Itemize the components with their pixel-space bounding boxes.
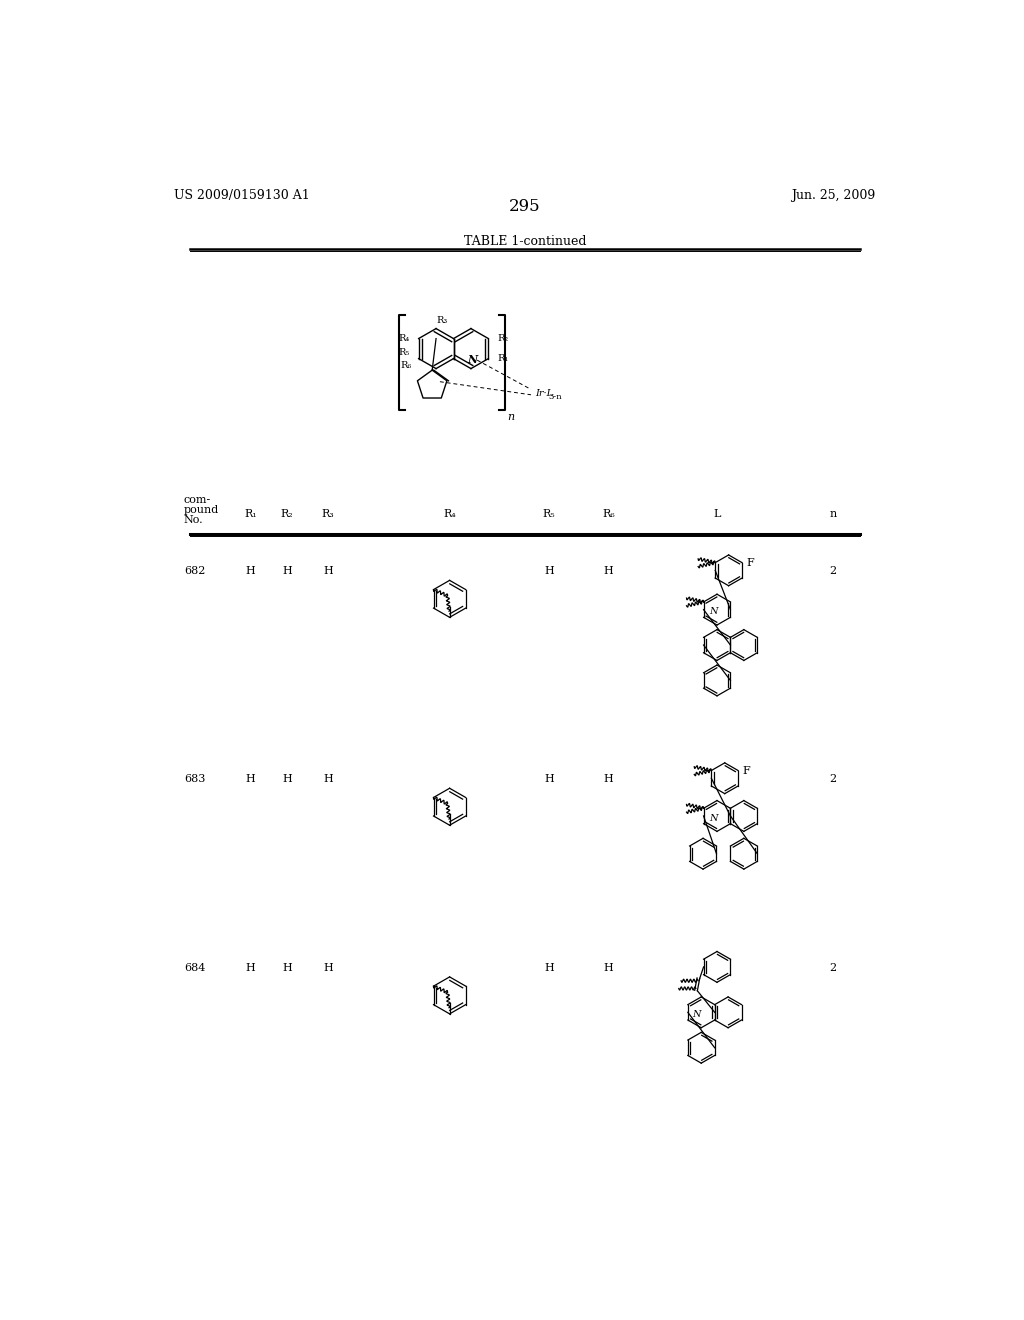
Text: H: H <box>324 566 333 577</box>
Text: n: n <box>507 412 514 421</box>
Text: 682: 682 <box>183 566 205 577</box>
Text: N: N <box>709 607 718 616</box>
Text: R₆: R₆ <box>400 362 412 370</box>
Text: N: N <box>709 814 718 822</box>
Text: R₂: R₂ <box>281 508 293 519</box>
Text: com-: com- <box>183 495 211 504</box>
Text: N: N <box>467 354 477 366</box>
Text: H: H <box>544 566 554 577</box>
Text: R₂: R₂ <box>498 334 509 343</box>
Text: 2: 2 <box>829 775 837 784</box>
Text: TABLE 1-continued: TABLE 1-continued <box>464 235 586 248</box>
Text: US 2009/0159130 A1: US 2009/0159130 A1 <box>174 189 310 202</box>
Text: H: H <box>324 775 333 784</box>
Text: F: F <box>746 557 755 568</box>
Text: H: H <box>282 566 292 577</box>
Text: H: H <box>246 775 255 784</box>
Text: R₁: R₁ <box>498 354 509 363</box>
Text: 683: 683 <box>183 775 205 784</box>
Text: pound: pound <box>183 506 219 515</box>
Text: 684: 684 <box>183 964 205 973</box>
Text: R₅: R₅ <box>398 348 410 358</box>
Text: Ir·L: Ir·L <box>535 389 553 397</box>
Text: H: H <box>282 964 292 973</box>
Text: H: H <box>603 775 613 784</box>
Text: F: F <box>742 766 751 776</box>
Text: H: H <box>544 964 554 973</box>
Text: n: n <box>829 508 837 519</box>
Text: H: H <box>544 775 554 784</box>
Text: L: L <box>714 508 721 519</box>
Text: R₄: R₄ <box>398 334 410 343</box>
Text: H: H <box>246 964 255 973</box>
Text: H: H <box>246 566 255 577</box>
Text: R₅: R₅ <box>543 508 555 519</box>
Text: H: H <box>603 566 613 577</box>
Text: Jun. 25, 2009: Jun. 25, 2009 <box>791 189 876 202</box>
Text: R₃: R₃ <box>322 508 334 519</box>
Text: H: H <box>282 775 292 784</box>
Text: H: H <box>324 964 333 973</box>
Text: R₄: R₄ <box>443 508 456 519</box>
Text: H: H <box>603 964 613 973</box>
Text: 2: 2 <box>829 566 837 577</box>
Text: 295: 295 <box>509 198 541 215</box>
Text: 3-n: 3-n <box>549 393 562 401</box>
Text: R₃: R₃ <box>436 317 447 325</box>
Text: 2: 2 <box>829 964 837 973</box>
Text: N: N <box>692 1010 700 1019</box>
Text: R₆: R₆ <box>602 508 614 519</box>
Text: No.: No. <box>183 515 204 525</box>
Text: R₁: R₁ <box>244 508 257 519</box>
